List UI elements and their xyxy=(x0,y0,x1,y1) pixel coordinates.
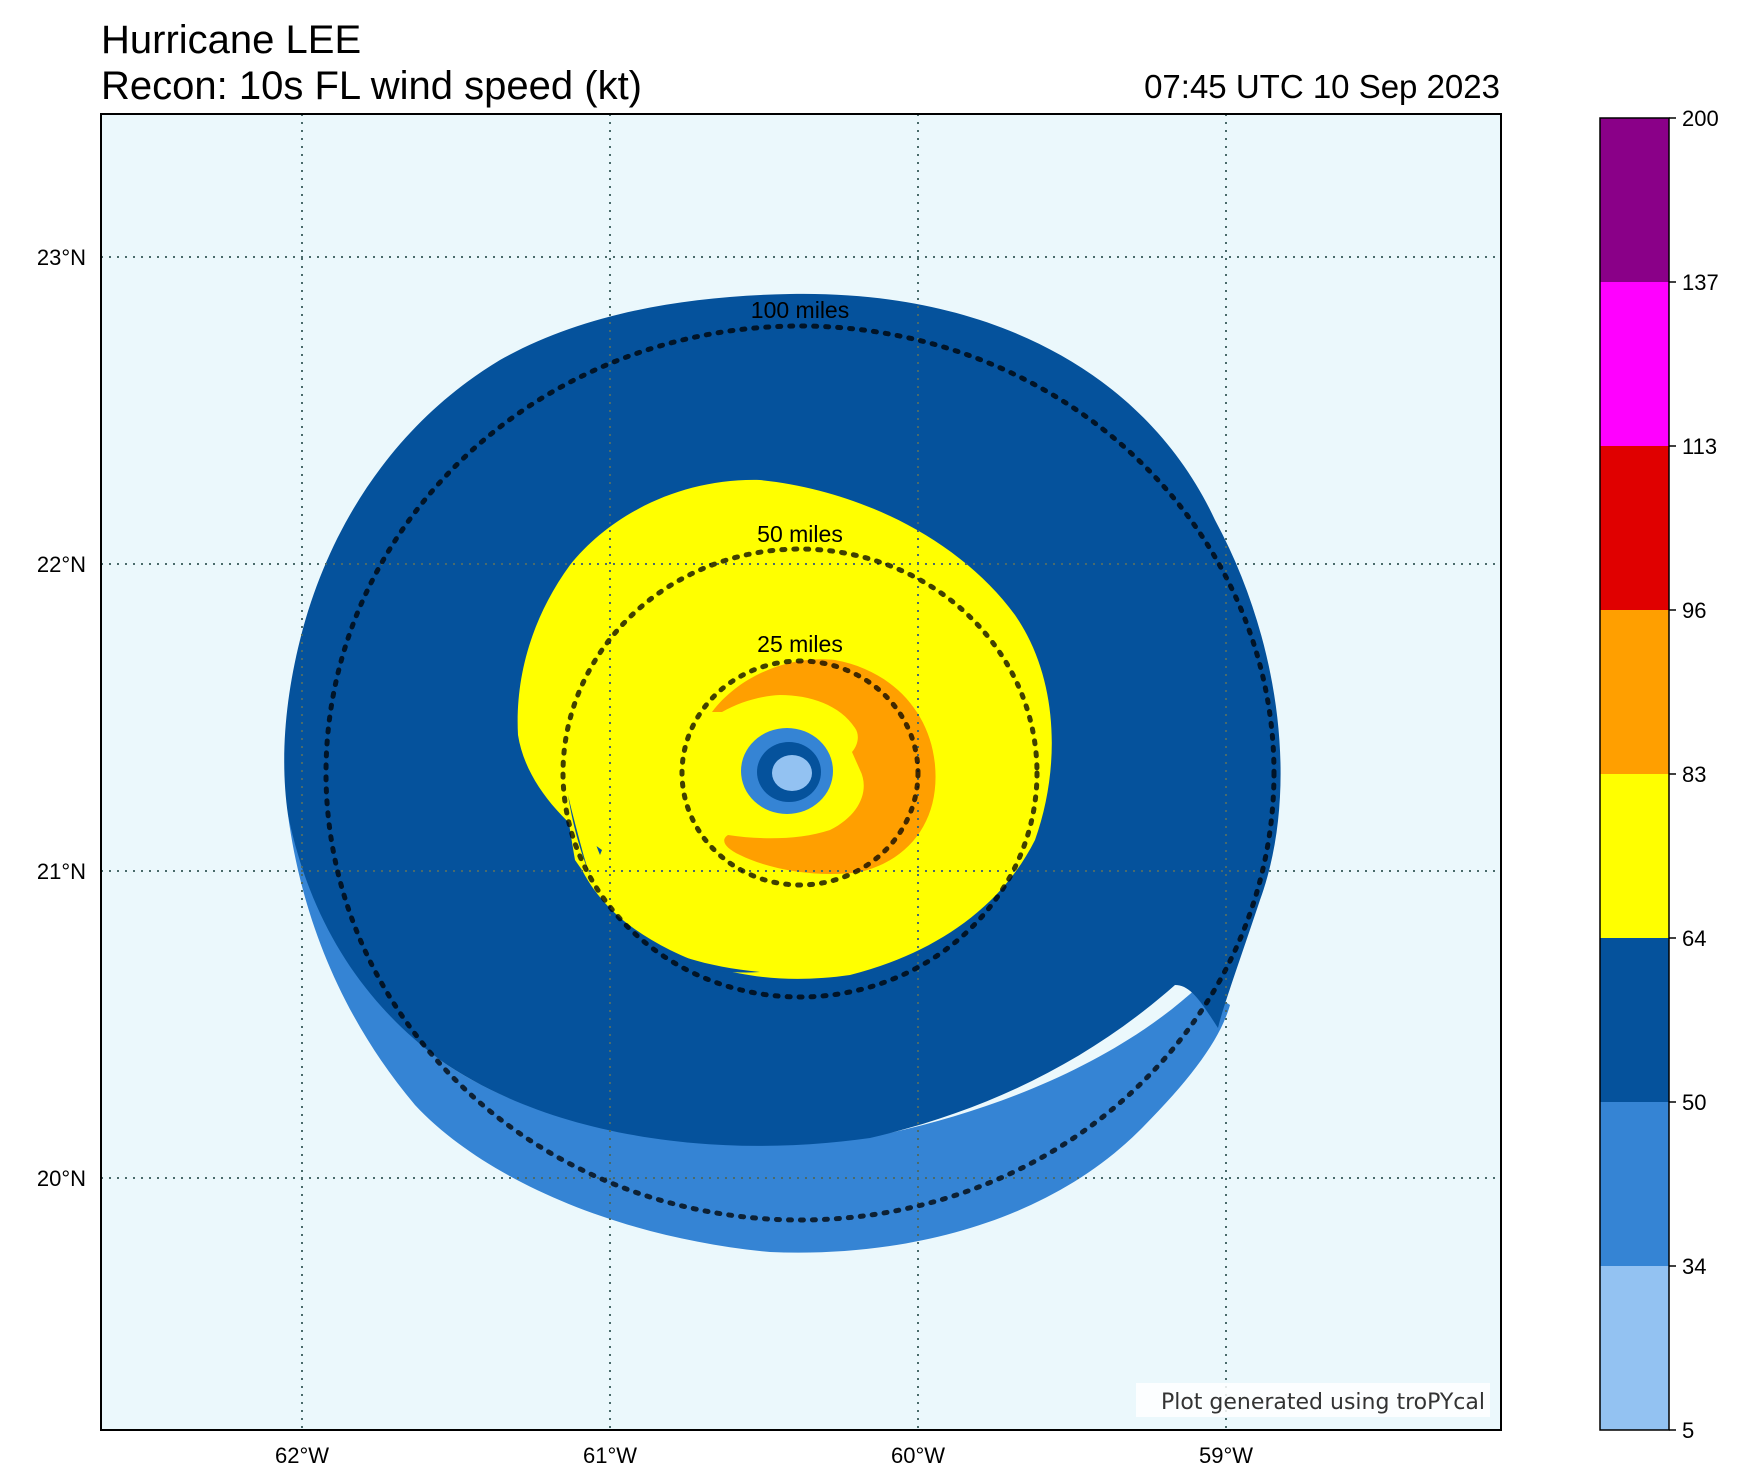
colorbar-label-5: 5 xyxy=(1682,1418,1694,1443)
lat-tick-23n: 23°N xyxy=(37,245,86,270)
range-rings xyxy=(323,323,1277,1223)
ring-label-25: 25 miles xyxy=(757,631,843,657)
credit-text: Plot generated using troPYcal xyxy=(1161,1390,1485,1415)
lon-tick-59w: 59°W xyxy=(1199,1443,1253,1468)
lat-tick-22n: 22°N xyxy=(37,552,86,577)
lon-tick-60w: 60°W xyxy=(891,1443,945,1468)
product-title: Recon: 10s FL wind speed (kt) xyxy=(101,64,642,108)
colorbar: 200 137 113 96 83 64 50 34 5 xyxy=(1599,106,1719,1443)
ring-label-100: 100 miles xyxy=(751,297,849,323)
colorbar-label-34: 34 xyxy=(1682,1254,1706,1279)
colorbar-label-83: 83 xyxy=(1682,762,1706,787)
colorbar-label-113: 113 xyxy=(1682,434,1717,459)
colorbar-label-200: 200 xyxy=(1682,106,1719,131)
colorbar-bin-83-96 xyxy=(1600,610,1669,774)
storm-title: Hurricane LEE xyxy=(101,18,362,62)
ring-25-miles xyxy=(679,658,921,888)
colorbar-label-50: 50 xyxy=(1682,1090,1706,1115)
wind-band-83-96 xyxy=(712,659,936,875)
lat-tick-20n: 20°N xyxy=(37,1166,86,1191)
lon-tick-62w: 62°W xyxy=(275,1443,329,1468)
colorbar-bin-137-200 xyxy=(1600,118,1669,282)
colorbar-label-64: 64 xyxy=(1682,926,1706,951)
lon-tick-61w: 61°W xyxy=(583,1443,637,1468)
credit-background xyxy=(1136,1383,1490,1417)
colorbar-label-137: 137 xyxy=(1682,270,1719,295)
eye-center xyxy=(772,755,812,791)
ring-label-50: 50 miles xyxy=(757,521,843,547)
map-frame xyxy=(100,113,1502,1431)
colorbar-bin-113-137 xyxy=(1600,282,1669,446)
colorbar-label-96: 96 xyxy=(1682,598,1706,623)
valid-time: 07:45 UTC 10 Sep 2023 xyxy=(1144,68,1500,105)
colorbar-bin-96-113 xyxy=(1600,446,1669,610)
ring-50-miles xyxy=(560,546,1040,1000)
wind-field xyxy=(284,293,1281,1253)
lat-tick-21n: 21°N xyxy=(37,859,86,884)
colorbar-bin-50-64 xyxy=(1600,938,1669,1102)
ring-100-miles xyxy=(323,323,1277,1223)
wind-band-34-50 xyxy=(288,815,1230,1253)
colorbar-bin-34-50 xyxy=(1600,1102,1669,1266)
colorbar-bin-5-34 xyxy=(1600,1266,1669,1430)
colorbar-bin-64-83 xyxy=(1600,774,1669,938)
